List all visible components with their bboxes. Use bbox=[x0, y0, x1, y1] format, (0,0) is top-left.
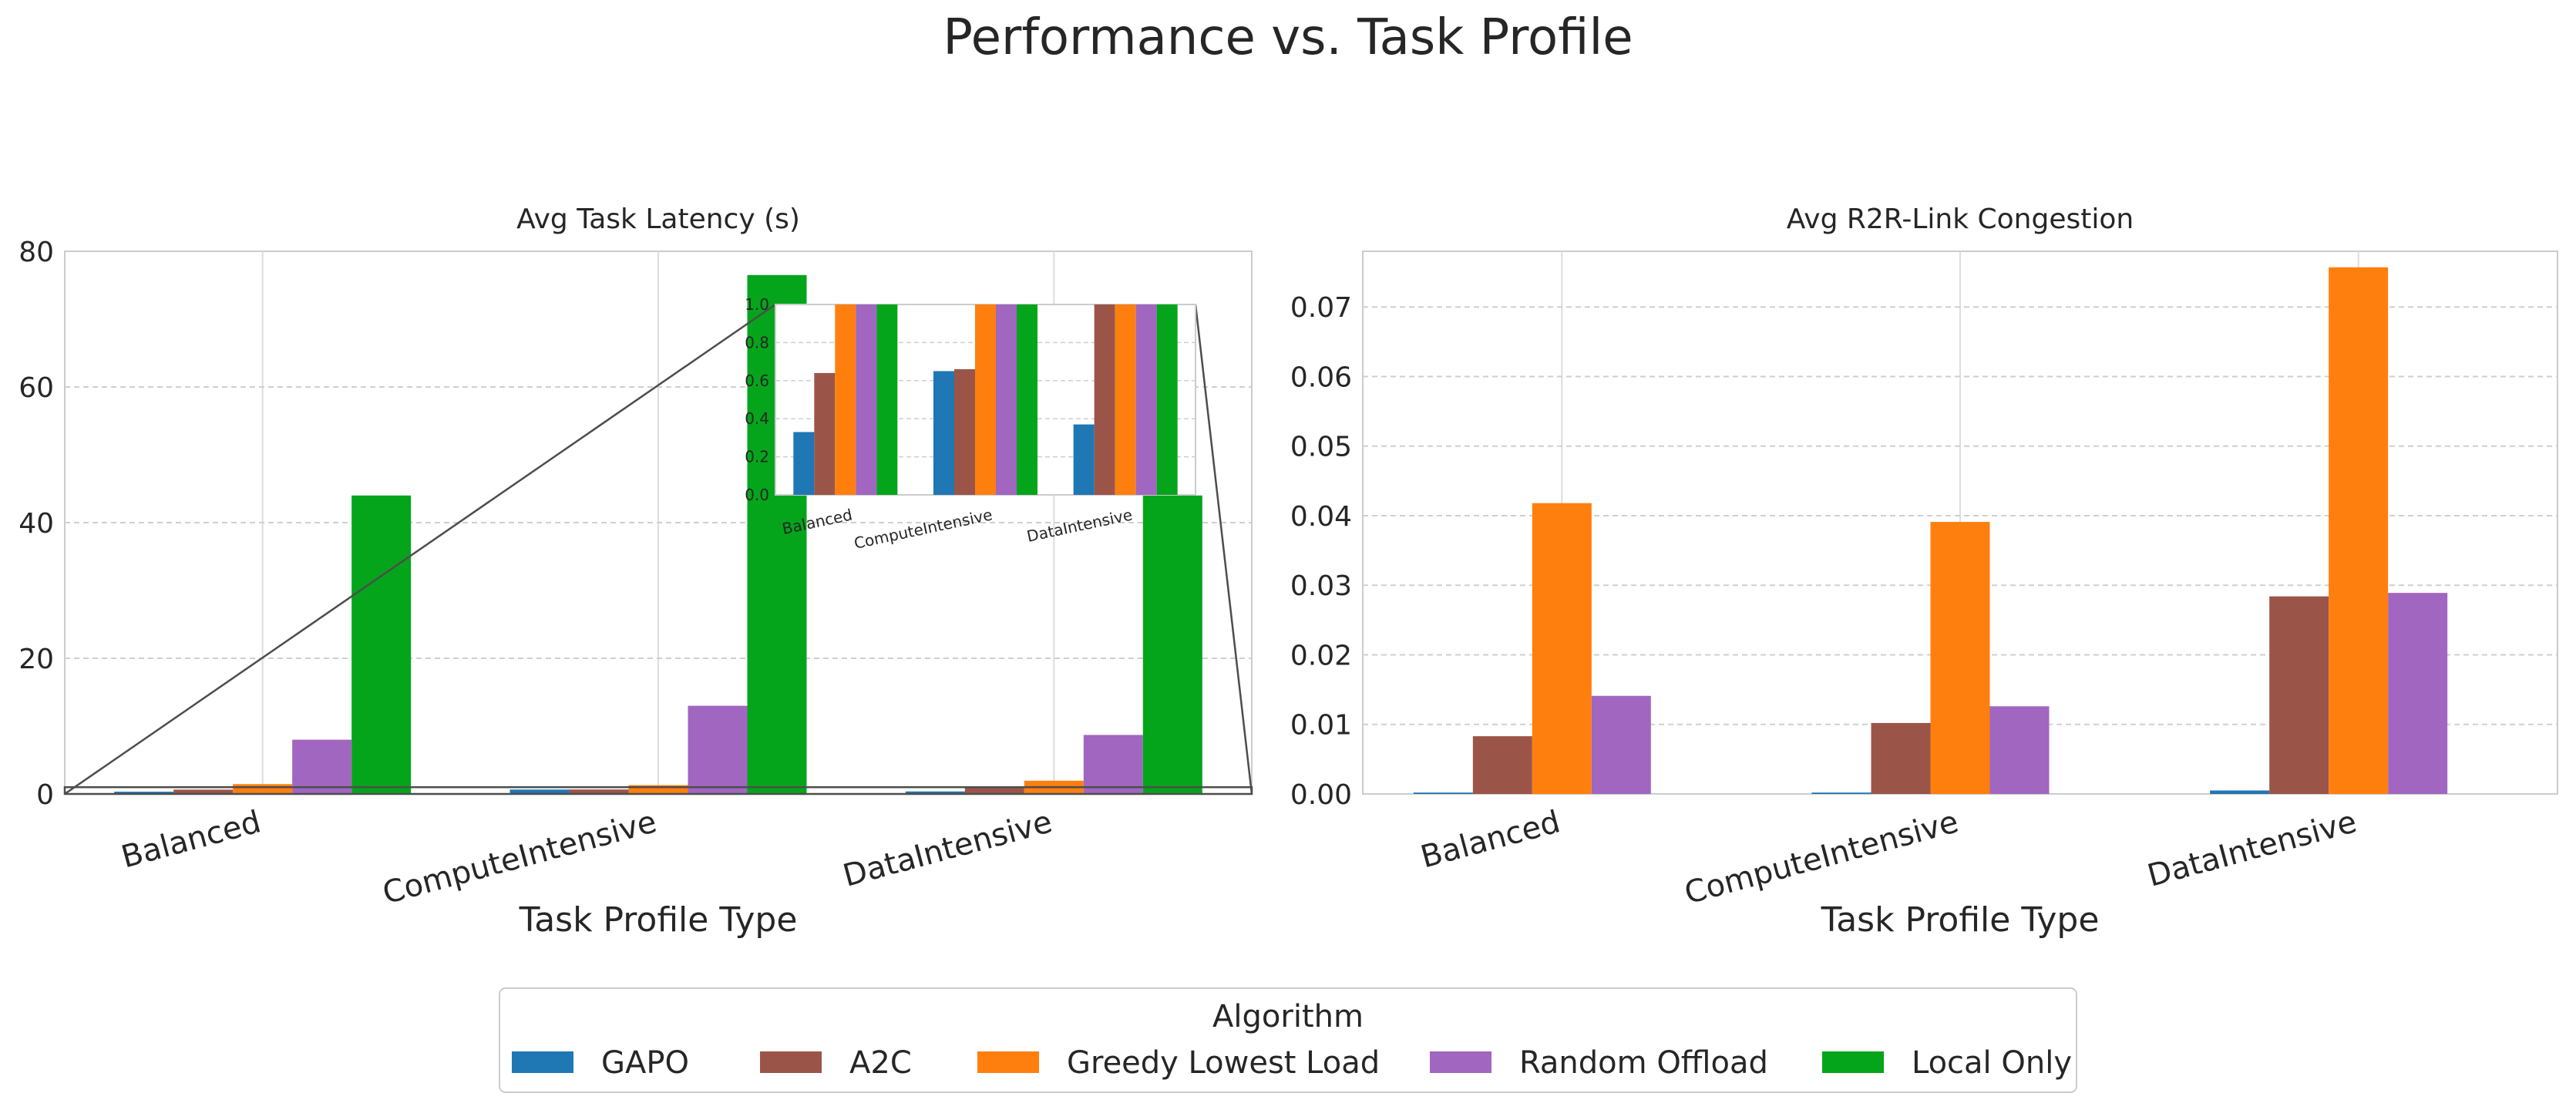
inset-ytick-label: 0.8 bbox=[745, 333, 769, 352]
congestion-xtick-label: ComputeIntensive bbox=[1681, 804, 1962, 911]
latency-bar-greedy-lowest-load-computeintensive bbox=[628, 785, 688, 794]
congestion-chart: Avg R2R-Link Congestion 0.00 0.01 0.02 0.03… bbox=[1290, 204, 2558, 940]
latency-bar-a2c-computeintensive bbox=[569, 789, 629, 794]
congestion-ytick-label: 0.00 bbox=[1290, 779, 1352, 811]
latency-bar-gapo-computeintensive bbox=[509, 789, 570, 794]
zoom-connector-right bbox=[1194, 304, 1253, 795]
inset-y-ticks: 0.0 0.2 0.4 0.6 0.8 1.0 bbox=[745, 295, 769, 504]
inset-ytick-label: 0.6 bbox=[745, 372, 769, 390]
latency-ytick-label: 80 bbox=[18, 237, 54, 268]
legend-swatch-gapo bbox=[512, 1051, 573, 1073]
latency-x-axis-label: Task Profile Type bbox=[519, 900, 798, 940]
latency-bar-local-only-dataintensive bbox=[1142, 495, 1202, 794]
inset-bar-gapo-balanced bbox=[793, 432, 815, 495]
inset-bar-a2c-balanced bbox=[814, 372, 836, 495]
congestion-y-ticks: 0.00 0.01 0.02 0.03 0.04 0.05 0.06 0.07 bbox=[1290, 292, 1352, 811]
congestion-bar-random-offload-dataintensive bbox=[2388, 593, 2448, 794]
inset-bar-gapo-computeintensive bbox=[933, 371, 954, 495]
congestion-bar-a2c-computeintensive bbox=[1871, 722, 1931, 794]
legend-label-random-offload: Random Offload bbox=[1519, 1045, 1768, 1081]
inset-bar-gapo-dataintensive bbox=[1073, 424, 1095, 495]
congestion-bar-greedy-lowest-load-dataintensive bbox=[2329, 267, 2389, 794]
congestion-bar-random-offload-computeintensive bbox=[1989, 706, 2050, 794]
inset-bar-greedy-lowest-load-balanced bbox=[835, 304, 856, 495]
congestion-ytick-label: 0.05 bbox=[1290, 432, 1352, 463]
inset-ytick-label: 0.2 bbox=[745, 448, 769, 466]
latency-chart-title: Avg Task Latency (s) bbox=[516, 204, 800, 235]
latency-bar-local-only-balanced bbox=[351, 495, 412, 794]
legend-items: GAPO A2C Greedy Lowest Load Random Offload L… bbox=[512, 1045, 2072, 1081]
latency-xtick-label: ComputeIntensive bbox=[379, 804, 661, 911]
congestion-x-ticks: Balanced ComputeIntensive DataIntensive bbox=[1417, 804, 2360, 911]
inset-bar-local-only-dataintensive bbox=[1156, 304, 1178, 495]
inset-bar-local-only-computeintensive bbox=[1017, 304, 1037, 495]
congestion-ytick-label: 0.06 bbox=[1290, 362, 1352, 393]
figure-title: Performance vs. Task Profile bbox=[943, 9, 1633, 66]
zoom-connector-left bbox=[64, 303, 776, 796]
latency-bar-greedy-lowest-load-balanced bbox=[233, 784, 293, 794]
latency-bar-gapo-dataintensive bbox=[905, 791, 965, 794]
legend-swatch-local-only bbox=[1822, 1051, 1884, 1073]
congestion-ytick-label: 0.03 bbox=[1290, 570, 1352, 602]
inset-bar-a2c-computeintensive bbox=[954, 368, 975, 495]
latency-ytick-label: 60 bbox=[18, 372, 54, 404]
congestion-bar-gapo-dataintensive bbox=[2210, 790, 2270, 794]
latency-bar-a2c-dataintensive bbox=[964, 787, 1024, 794]
latency-bar-random-offload-dataintensive bbox=[1083, 735, 1143, 794]
inset-bar-a2c-dataintensive bbox=[1094, 304, 1115, 495]
inset-bar-random-offload-balanced bbox=[856, 304, 877, 495]
congestion-bar-greedy-lowest-load-balanced bbox=[1532, 503, 1592, 794]
congestion-ytick-label: 0.02 bbox=[1290, 640, 1352, 671]
inset-ytick-label: 0.0 bbox=[745, 486, 769, 504]
congestion-x-axis-label: Task Profile Type bbox=[1821, 900, 2100, 940]
congestion-bars bbox=[1413, 267, 2448, 794]
legend: Algorithm GAPO A2C Greedy Lowest Load Rando… bbox=[499, 987, 2077, 1093]
latency-x-ticks: Balanced ComputeIntensive DataIntensive bbox=[118, 804, 1056, 911]
congestion-ytick-label: 0.07 bbox=[1290, 292, 1352, 324]
latency-bar-random-offload-balanced bbox=[292, 739, 352, 794]
congestion-bar-greedy-lowest-load-computeintensive bbox=[1930, 522, 1990, 794]
legend-label-greedy-lowest-load: Greedy Lowest Load bbox=[1067, 1045, 1380, 1081]
latency-xtick-label: DataIntensive bbox=[839, 804, 1056, 894]
congestion-bar-gapo-computeintensive bbox=[1811, 792, 1871, 794]
congestion-chart-title: Avg R2R-Link Congestion bbox=[1787, 204, 2134, 235]
congestion-ytick-label: 0.04 bbox=[1290, 501, 1352, 533]
inset-bar-random-offload-dataintensive bbox=[1135, 304, 1157, 495]
legend-swatch-random-offload bbox=[1430, 1051, 1491, 1073]
inset-bar-greedy-lowest-load-computeintensive bbox=[975, 304, 996, 495]
latency-xtick-label: Balanced bbox=[118, 804, 265, 875]
latency-bar-random-offload-computeintensive bbox=[688, 705, 748, 794]
congestion-bar-gapo-balanced bbox=[1413, 792, 1473, 794]
latency-ytick-label: 20 bbox=[18, 644, 54, 675]
inset-ytick-label: 0.4 bbox=[745, 409, 769, 428]
inset-bars bbox=[793, 304, 1178, 495]
congestion-bar-a2c-balanced bbox=[1472, 736, 1532, 794]
inset-zoom-indicator bbox=[63, 303, 1253, 796]
congestion-bar-a2c-dataintensive bbox=[2269, 596, 2329, 794]
legend-frame bbox=[499, 987, 2077, 1093]
latency-y-ticks: 0 20 40 60 80 bbox=[18, 237, 54, 811]
inset-bar-random-offload-computeintensive bbox=[996, 304, 1017, 495]
inset-bar-greedy-lowest-load-dataintensive bbox=[1115, 304, 1136, 495]
congestion-ytick-label: 0.01 bbox=[1290, 710, 1352, 742]
latency-ytick-label: 40 bbox=[18, 508, 54, 540]
legend-swatch-a2c bbox=[760, 1051, 822, 1073]
inset-ytick-label: 1.0 bbox=[745, 295, 769, 314]
congestion-xtick-label: DataIntensive bbox=[2144, 804, 2360, 894]
legend-label-a2c: A2C bbox=[849, 1045, 912, 1081]
legend-label-gapo: GAPO bbox=[601, 1045, 689, 1081]
legend-swatch-greedy-lowest-load bbox=[977, 1051, 1039, 1073]
latency-bar-a2c-balanced bbox=[173, 789, 234, 794]
latency-ytick-label: 0 bbox=[36, 779, 54, 811]
legend-title: Algorithm bbox=[1212, 999, 1364, 1034]
congestion-xtick-label: Balanced bbox=[1417, 804, 1564, 875]
legend-label-local-only: Local Only bbox=[1912, 1045, 2072, 1081]
latency-bar-gapo-balanced bbox=[114, 792, 174, 794]
congestion-bar-random-offload-balanced bbox=[1591, 695, 1651, 794]
inset-bar-local-only-balanced bbox=[876, 304, 898, 495]
